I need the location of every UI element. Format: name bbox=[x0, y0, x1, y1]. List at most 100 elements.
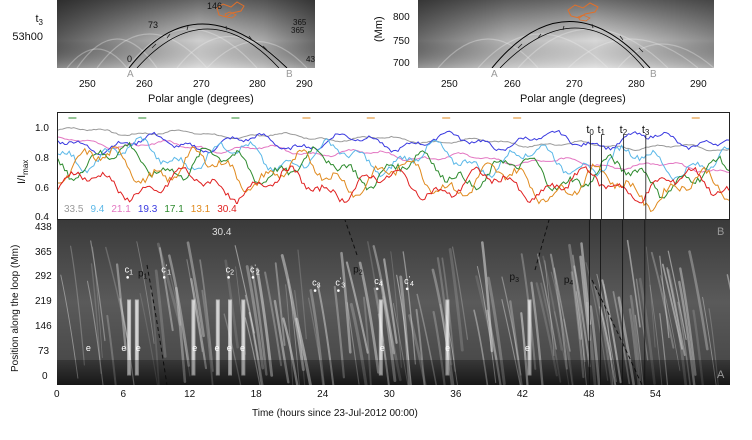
legend-13.1: 13.1 bbox=[190, 204, 211, 215]
streak-115 bbox=[677, 301, 691, 385]
streak-34 bbox=[667, 250, 687, 340]
xtick-ts-12: 12 bbox=[184, 389, 196, 400]
lightcurve-series-0 bbox=[57, 127, 730, 152]
streak-113 bbox=[579, 255, 591, 341]
annotation-20: e bbox=[445, 343, 450, 353]
streak-119 bbox=[349, 302, 368, 385]
ytick-ts-0: 0 bbox=[42, 371, 48, 382]
streak-131 bbox=[563, 318, 574, 385]
flash-8 bbox=[527, 299, 532, 376]
time-label-t: t bbox=[35, 13, 39, 25]
marker-A-left: A bbox=[127, 69, 134, 80]
streak-68 bbox=[201, 289, 214, 385]
marker-A-right: A bbox=[491, 69, 498, 80]
time-label-value: 53h00 bbox=[12, 31, 43, 44]
annotation-dot-3 bbox=[227, 276, 230, 279]
streak-9 bbox=[550, 271, 573, 385]
xtick-ts-0: 0 bbox=[54, 389, 60, 400]
xtick-ts-6: 6 bbox=[120, 389, 127, 400]
streak-84 bbox=[659, 313, 669, 385]
timeslice-corner-B: B bbox=[717, 226, 724, 238]
streak-11 bbox=[448, 248, 464, 352]
streak-80 bbox=[190, 277, 208, 370]
contour-label-365b: 365 bbox=[291, 26, 305, 35]
streak-54 bbox=[649, 284, 663, 385]
streak-126 bbox=[136, 241, 155, 344]
streak-19 bbox=[168, 270, 191, 377]
streak-53 bbox=[634, 314, 644, 385]
streak-100 bbox=[345, 261, 369, 354]
streak-138 bbox=[273, 299, 290, 384]
streak-66 bbox=[115, 263, 127, 351]
ytick-tr-800: 800 bbox=[393, 12, 410, 23]
lightcurve-series-5 bbox=[58, 146, 730, 213]
timeslice-image-panel: 30.4 B A c1 p1 c'1 c2 c'2 c3 c'3 p2 c4 c'4 p3 p4 e e e… bbox=[57, 220, 730, 385]
streak-127 bbox=[70, 245, 85, 366]
annotation-17: e bbox=[227, 343, 232, 353]
streak-94 bbox=[90, 263, 102, 374]
annotation-15: e bbox=[192, 343, 197, 353]
annotation-7: p2 bbox=[353, 264, 363, 276]
ylabel-timeslice: Position along the loop (Mm) bbox=[10, 244, 21, 372]
streak-122 bbox=[486, 276, 506, 385]
ytick-lc-0.8: 0.8 bbox=[35, 153, 49, 164]
streak-50 bbox=[553, 267, 571, 352]
xtick-ts-18: 18 bbox=[250, 389, 262, 400]
contour-label-146: 146 bbox=[207, 1, 222, 11]
streak-63 bbox=[501, 299, 521, 385]
streak-7 bbox=[105, 246, 128, 338]
streak-21 bbox=[688, 250, 709, 351]
lightcurves-plot: t0 t1 t2 t3 bbox=[57, 117, 730, 219]
streak-12 bbox=[501, 276, 522, 376]
streak-136 bbox=[537, 253, 557, 350]
streak-55 bbox=[358, 261, 380, 374]
timeslice-corner-A: A bbox=[717, 369, 725, 381]
xtick-tr-270: 270 bbox=[566, 79, 583, 90]
streak-123 bbox=[297, 249, 307, 340]
streak-109 bbox=[309, 289, 325, 385]
streak-10 bbox=[540, 282, 562, 383]
streak-74 bbox=[308, 297, 325, 385]
annotation-5: c3 bbox=[312, 278, 321, 290]
streak-95 bbox=[596, 273, 617, 382]
streak-35 bbox=[650, 251, 675, 349]
streak-59 bbox=[628, 308, 640, 385]
streak-61 bbox=[726, 274, 730, 291]
streak-43 bbox=[295, 317, 312, 385]
streak-6 bbox=[544, 260, 555, 356]
xtick-ts-54: 54 bbox=[649, 389, 662, 400]
ytick-tr-750: 750 bbox=[393, 36, 410, 47]
streak-69 bbox=[346, 302, 360, 385]
annotation-19: e bbox=[380, 343, 385, 353]
legend-9.4: 9.4 bbox=[90, 204, 105, 215]
legend: 33.5 9.4 21.1 19.3 17.1 13.1 30.4 bbox=[62, 204, 239, 215]
annotation-6: c'3 bbox=[335, 278, 345, 290]
streak-82 bbox=[250, 265, 268, 376]
annotation-12: e bbox=[86, 343, 91, 353]
flash-0 bbox=[127, 299, 132, 376]
lightcurve-series-group bbox=[57, 127, 730, 213]
ylabel-lightcurves-sub: max bbox=[21, 159, 31, 175]
timeslice-channel-label: 30.4 bbox=[212, 227, 232, 238]
lightcurve-series-6 bbox=[57, 165, 730, 206]
streak-36 bbox=[106, 314, 117, 385]
xtick-ts-48: 48 bbox=[583, 389, 595, 400]
streak-128 bbox=[593, 284, 614, 385]
annotation-14: e bbox=[136, 343, 141, 353]
streak-40 bbox=[475, 275, 498, 361]
streak-45 bbox=[294, 289, 306, 385]
streak-22 bbox=[379, 279, 397, 383]
streak-71 bbox=[617, 296, 635, 385]
ytick-lc-1.0: 1.0 bbox=[35, 123, 49, 134]
streak-13 bbox=[248, 311, 263, 385]
streak-129 bbox=[589, 305, 601, 385]
streak-57 bbox=[431, 268, 455, 385]
timeslice-marker-lines bbox=[588, 220, 646, 385]
streak-103 bbox=[390, 251, 402, 368]
annotation-dot-9 bbox=[405, 287, 409, 291]
xlabel-top-right: Polar angle (degrees) bbox=[520, 93, 626, 105]
streak-27 bbox=[86, 280, 104, 385]
time-label-sub: 3 bbox=[38, 18, 43, 28]
legend-33.5: 33.5 bbox=[64, 204, 84, 215]
legend-21.1: 21.1 bbox=[111, 204, 131, 215]
